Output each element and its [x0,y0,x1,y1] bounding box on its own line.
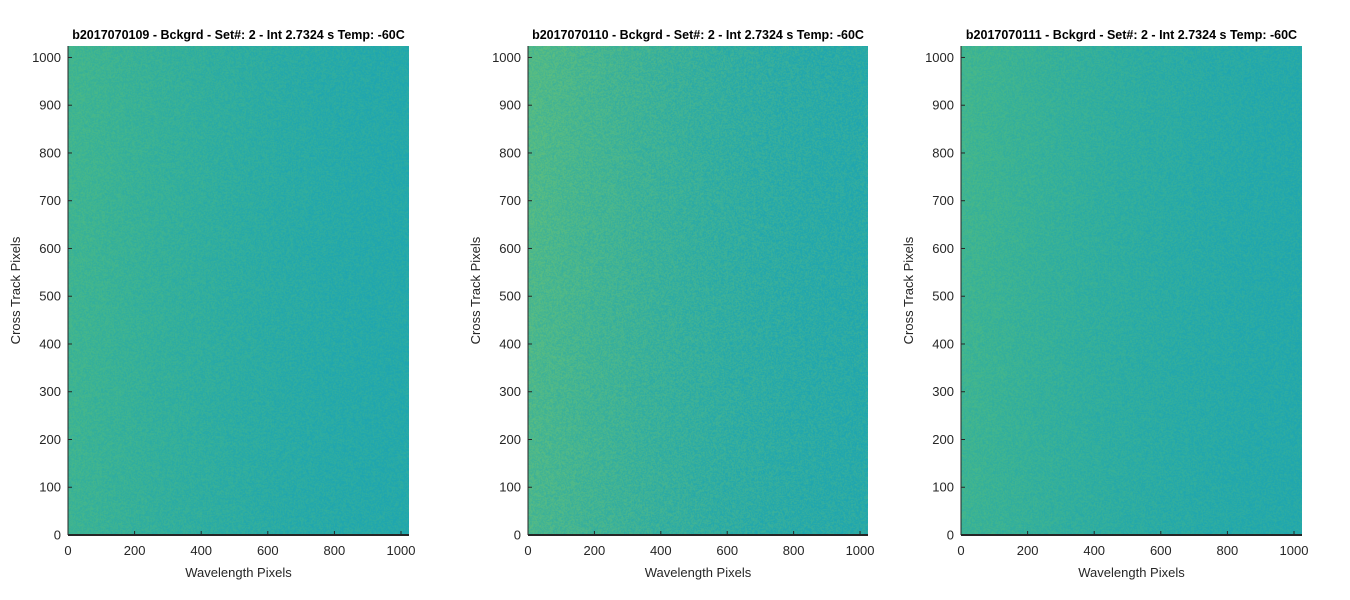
y-tick-label: 1000 [925,50,954,65]
y-tick-label: 600 [932,241,954,256]
x-tick-label: 400 [650,543,672,558]
x-tick-label: 1000 [846,543,875,558]
heatmap-image [68,46,409,535]
x-tick-label: 200 [1017,543,1039,558]
x-tick-label: 800 [324,543,346,558]
y-tick-label: 600 [39,241,61,256]
y-tick-label: 400 [39,336,61,351]
chart-panel-2: b2017070110 - Bckgrd - Set#: 2 - Int 2.7… [468,28,874,580]
x-tick-label: 800 [1217,543,1239,558]
y-tick-label: 0 [947,528,954,543]
heatmap-image [528,46,868,535]
x-tick-label: 800 [783,543,805,558]
x-tick-label: 400 [1083,543,1105,558]
x-tick-label: 1000 [1280,543,1309,558]
y-tick-label: 100 [499,480,521,495]
chart-panel-3: b2017070111 - Bckgrd - Set#: 2 - Int 2.7… [901,28,1308,580]
x-tick-label: 0 [524,543,531,558]
y-tick-label: 500 [932,289,954,304]
y-tick-label: 300 [39,384,61,399]
y-tick-label: 0 [514,528,521,543]
y-axis-label: Cross Track Pixels [468,236,483,344]
y-tick-label: 400 [499,336,521,351]
x-tick-label: 600 [1150,543,1172,558]
x-tick-label: 0 [64,543,71,558]
x-tick-label: 200 [584,543,606,558]
chart-panel-1: b2017070109 - Bckgrd - Set#: 2 - Int 2.7… [8,28,415,580]
x-tick-label: 1000 [387,543,416,558]
y-tick-label: 700 [932,193,954,208]
x-tick-label: 200 [124,543,146,558]
y-tick-label: 200 [499,432,521,447]
y-tick-label: 800 [499,145,521,160]
y-tick-label: 500 [39,289,61,304]
y-tick-label: 700 [499,193,521,208]
y-tick-label: 900 [499,98,521,113]
y-tick-label: 800 [932,145,954,160]
y-tick-label: 0 [54,528,61,543]
y-tick-label: 200 [932,432,954,447]
x-axis-label: Wavelength Pixels [645,565,752,580]
y-tick-label: 600 [499,241,521,256]
y-tick-label: 1000 [32,50,61,65]
x-tick-label: 600 [716,543,738,558]
y-axis-label: Cross Track Pixels [901,236,916,344]
y-tick-label: 800 [39,145,61,160]
y-tick-label: 900 [932,98,954,113]
y-tick-label: 900 [39,98,61,113]
y-tick-label: 300 [499,384,521,399]
chart-title: b2017070109 - Bckgrd - Set#: 2 - Int 2.7… [72,28,405,42]
y-tick-label: 700 [39,193,61,208]
y-tick-label: 100 [39,480,61,495]
x-axis-label: Wavelength Pixels [1078,565,1185,580]
x-tick-label: 400 [190,543,212,558]
y-axis-label: Cross Track Pixels [8,236,23,344]
chart-title: b2017070110 - Bckgrd - Set#: 2 - Int 2.7… [532,28,864,42]
y-tick-label: 1000 [492,50,521,65]
y-tick-label: 300 [932,384,954,399]
x-axis-label: Wavelength Pixels [185,565,292,580]
x-tick-label: 600 [257,543,279,558]
y-tick-label: 100 [932,480,954,495]
x-tick-label: 0 [957,543,964,558]
y-tick-label: 200 [39,432,61,447]
heatmap-image [961,46,1302,535]
y-tick-label: 400 [932,336,954,351]
chart-title: b2017070111 - Bckgrd - Set#: 2 - Int 2.7… [966,28,1297,42]
y-tick-label: 500 [499,289,521,304]
